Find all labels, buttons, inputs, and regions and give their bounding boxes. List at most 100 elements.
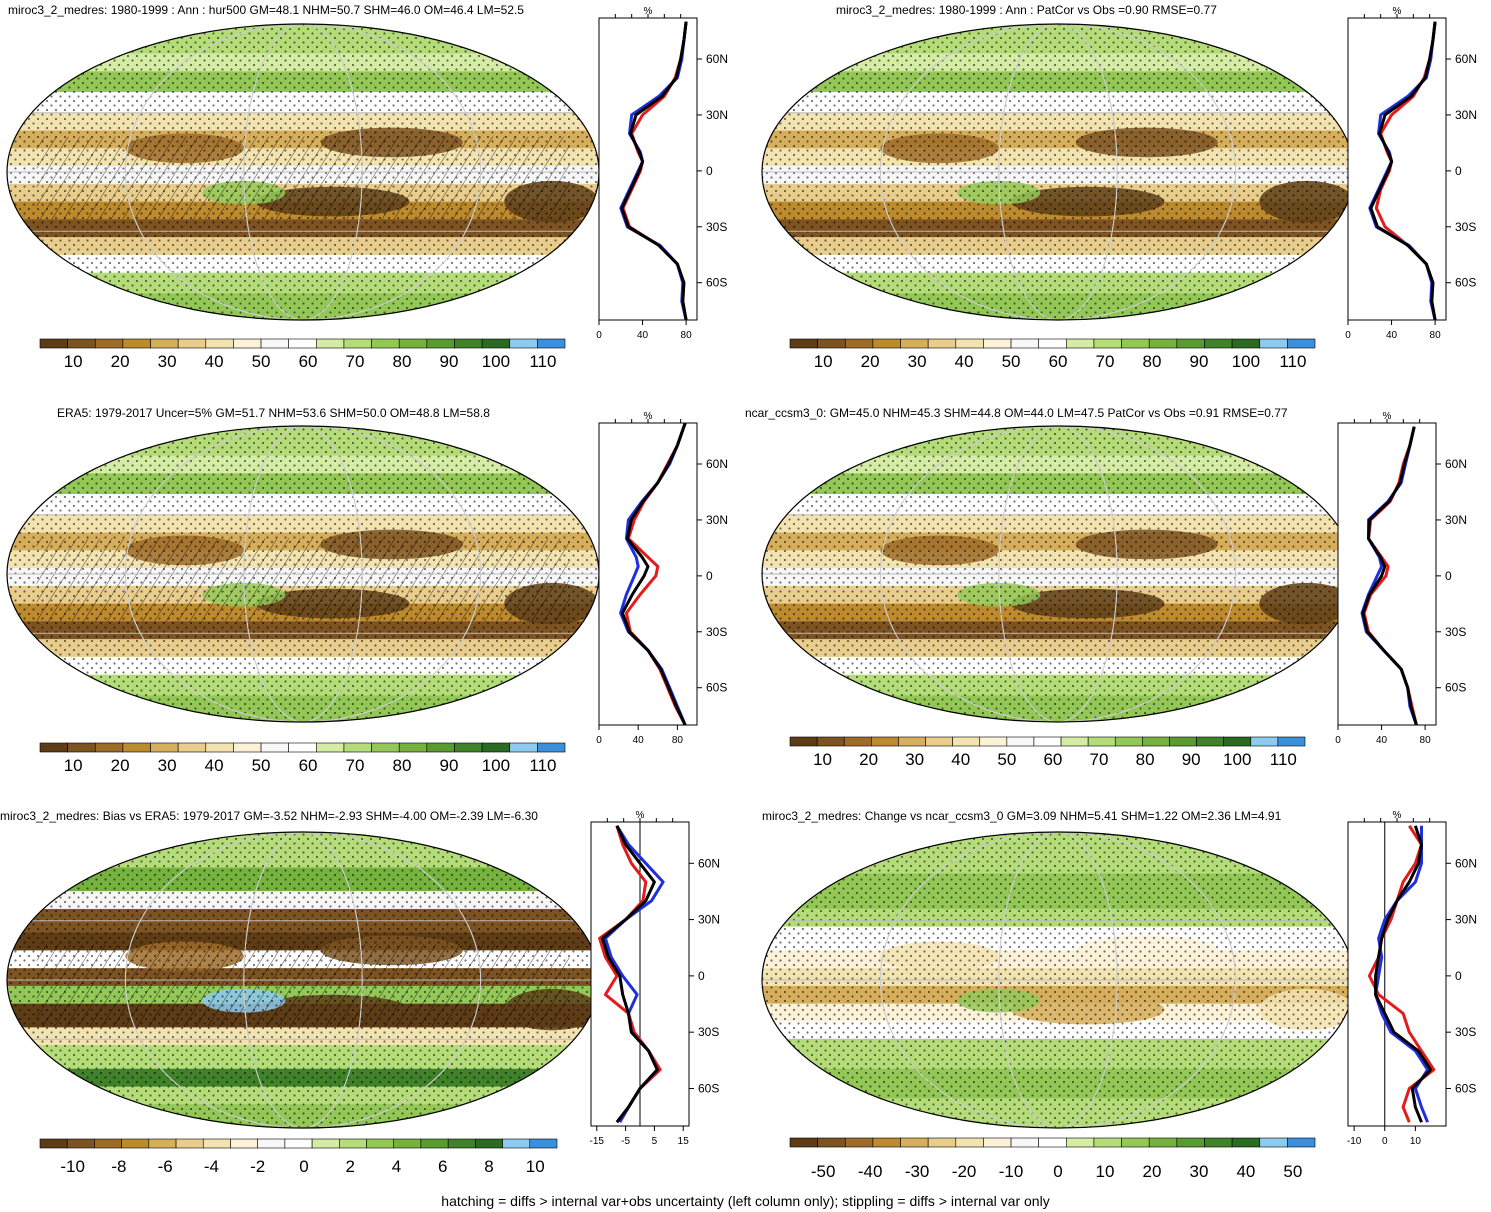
colorbar-swatch — [343, 742, 372, 753]
colorbar-label: 110 — [1270, 750, 1297, 769]
colorbar-swatch — [288, 742, 317, 753]
profiles-layer: % 60N 30N 0 30S 60S 0 40 80% 60N 30N 0 30S 60S 0 40 80% 6… — [590, 6, 1477, 1147]
colorbar-label: 50 — [252, 352, 271, 371]
profile-ytick-label: 30N — [1455, 108, 1477, 122]
footnote: hatching = diffs > internal var+obs unce… — [441, 1193, 1050, 1209]
colorbar-label: 30 — [905, 750, 924, 769]
colorbar-swatch — [475, 1138, 503, 1149]
colorbar-label: -2 — [250, 1157, 265, 1176]
colorbar-swatch — [1093, 1137, 1122, 1148]
colorbar-label: 10 — [1096, 1162, 1115, 1181]
colorbar-swatch — [1196, 736, 1224, 747]
colorbar-label: 10 — [814, 352, 833, 371]
colorbar-label: -10 — [999, 1162, 1024, 1181]
graticule-meridian — [879, 832, 1237, 1128]
colorbar-swatch — [1176, 338, 1205, 349]
colorbar-swatch — [122, 338, 151, 349]
hatching — [36, 538, 570, 622]
colorbar-swatch — [1176, 1137, 1205, 1148]
colorbar-swatch — [284, 1138, 313, 1149]
colorbar-swatch — [900, 1137, 929, 1148]
colorbar-label: 20 — [1143, 1162, 1162, 1181]
colorbar-label: 50 — [252, 756, 271, 775]
colorbar-label: 70 — [1090, 750, 1109, 769]
profile-unit-label: % — [644, 6, 653, 17]
colorbar-p5: -10 -8 -6 -4 -2 0 2 4 6 8 10 — [39, 1138, 558, 1176]
colorbar-swatch — [175, 1138, 204, 1149]
colorbar-swatch — [789, 338, 818, 349]
panel-title-p3: ERA5: 1979-2017 Uncer=5% GM=51.7 NHM=53.… — [57, 406, 490, 420]
colorbar-swatch — [447, 1138, 476, 1149]
colorbar-label: 110 — [529, 352, 556, 371]
colorbar-swatch — [94, 742, 124, 753]
profile-ytick-label: 30S — [706, 625, 727, 639]
colorbar-swatch — [955, 1137, 984, 1148]
profile-ytick-label: 0 — [706, 164, 713, 178]
colorbar-swatch — [454, 742, 483, 753]
colorbar-label: 2 — [345, 1157, 354, 1176]
colorbar-swatch — [955, 338, 984, 349]
colorbar-swatch — [1060, 736, 1089, 747]
profile-unit-label: % — [1393, 810, 1402, 821]
graticule-meridian — [243, 832, 363, 1128]
colorbar-label: 30 — [908, 352, 927, 371]
colorbar-swatch — [509, 338, 538, 349]
graticule-meridian — [879, 24, 1237, 320]
colorbar-swatch — [844, 1137, 874, 1148]
profile-xtick-label: -5 — [621, 1136, 630, 1147]
colorbar-swatch — [481, 338, 511, 349]
colorbar-swatch — [1038, 338, 1067, 349]
colorbar-label: 50 — [1283, 1162, 1302, 1181]
profile-series-black — [1361, 426, 1418, 726]
hatching — [36, 136, 570, 220]
colorbar-swatch — [537, 338, 566, 349]
profile-series-black — [1369, 21, 1437, 321]
graticule-meridian — [879, 426, 1237, 722]
colorbar-swatch — [979, 736, 1008, 747]
colorbar-swatch — [121, 1138, 150, 1149]
colorbar-swatch — [260, 338, 289, 349]
colorbar-swatch — [1259, 1137, 1288, 1148]
colorbar-label: -30 — [905, 1162, 930, 1181]
profile-xtick-label: 5 — [652, 1136, 658, 1147]
colorbar-swatch — [509, 742, 538, 753]
colorbar-swatch — [1114, 736, 1143, 747]
profile-xtick-label: 40 — [1386, 330, 1398, 341]
colorbar-swatch — [844, 338, 874, 349]
colorbar-swatch — [872, 1137, 901, 1148]
profile-ytick-label: 30N — [706, 513, 728, 527]
profile-ytick-label: 30S — [698, 1025, 719, 1039]
colorbar-label: -50 — [811, 1162, 836, 1181]
colorbar-label: 0 — [1053, 1162, 1062, 1181]
profile-ytick-label: 30S — [706, 220, 727, 234]
colorbar-swatch — [393, 1138, 422, 1149]
colorbar-label: 30 — [1189, 1162, 1208, 1181]
colorbar-swatch — [66, 1138, 95, 1149]
colorbar-swatch — [1204, 338, 1233, 349]
colorbar-swatch — [316, 742, 345, 753]
colorbar-swatch — [983, 1137, 1012, 1148]
colorbar-swatch — [1121, 338, 1150, 349]
colorbar-swatch — [1287, 1137, 1316, 1148]
colorbar-label: 0 — [299, 1157, 308, 1176]
colorbar-label: 60 — [299, 756, 318, 775]
colorbar-swatch — [1066, 1137, 1095, 1148]
colorbar-swatch — [816, 736, 845, 747]
colorbar-swatch — [817, 1137, 846, 1148]
profile-unit-label: % — [636, 810, 645, 821]
colorbar-swatch — [1010, 1137, 1039, 1148]
colorbar-swatch — [150, 338, 179, 349]
colorbar-swatch — [454, 338, 483, 349]
profile-xtick-label: 15 — [678, 1136, 690, 1147]
profile-xtick-label: 10 — [1410, 1136, 1422, 1147]
colorbar-label: 100 — [1223, 750, 1251, 769]
profile-series-black — [1374, 825, 1433, 1123]
colorbar-swatch — [1142, 736, 1170, 747]
colorbar-label: -20 — [952, 1162, 977, 1181]
colorbar-swatch — [1038, 1137, 1067, 1148]
colorbar-label: 70 — [346, 352, 365, 371]
profile-p4: % 60N 30N 0 30S 60S 0 40 80 — [1335, 411, 1467, 746]
colorbar-swatch — [789, 1137, 818, 1148]
colorbar-label: 100 — [482, 756, 510, 775]
